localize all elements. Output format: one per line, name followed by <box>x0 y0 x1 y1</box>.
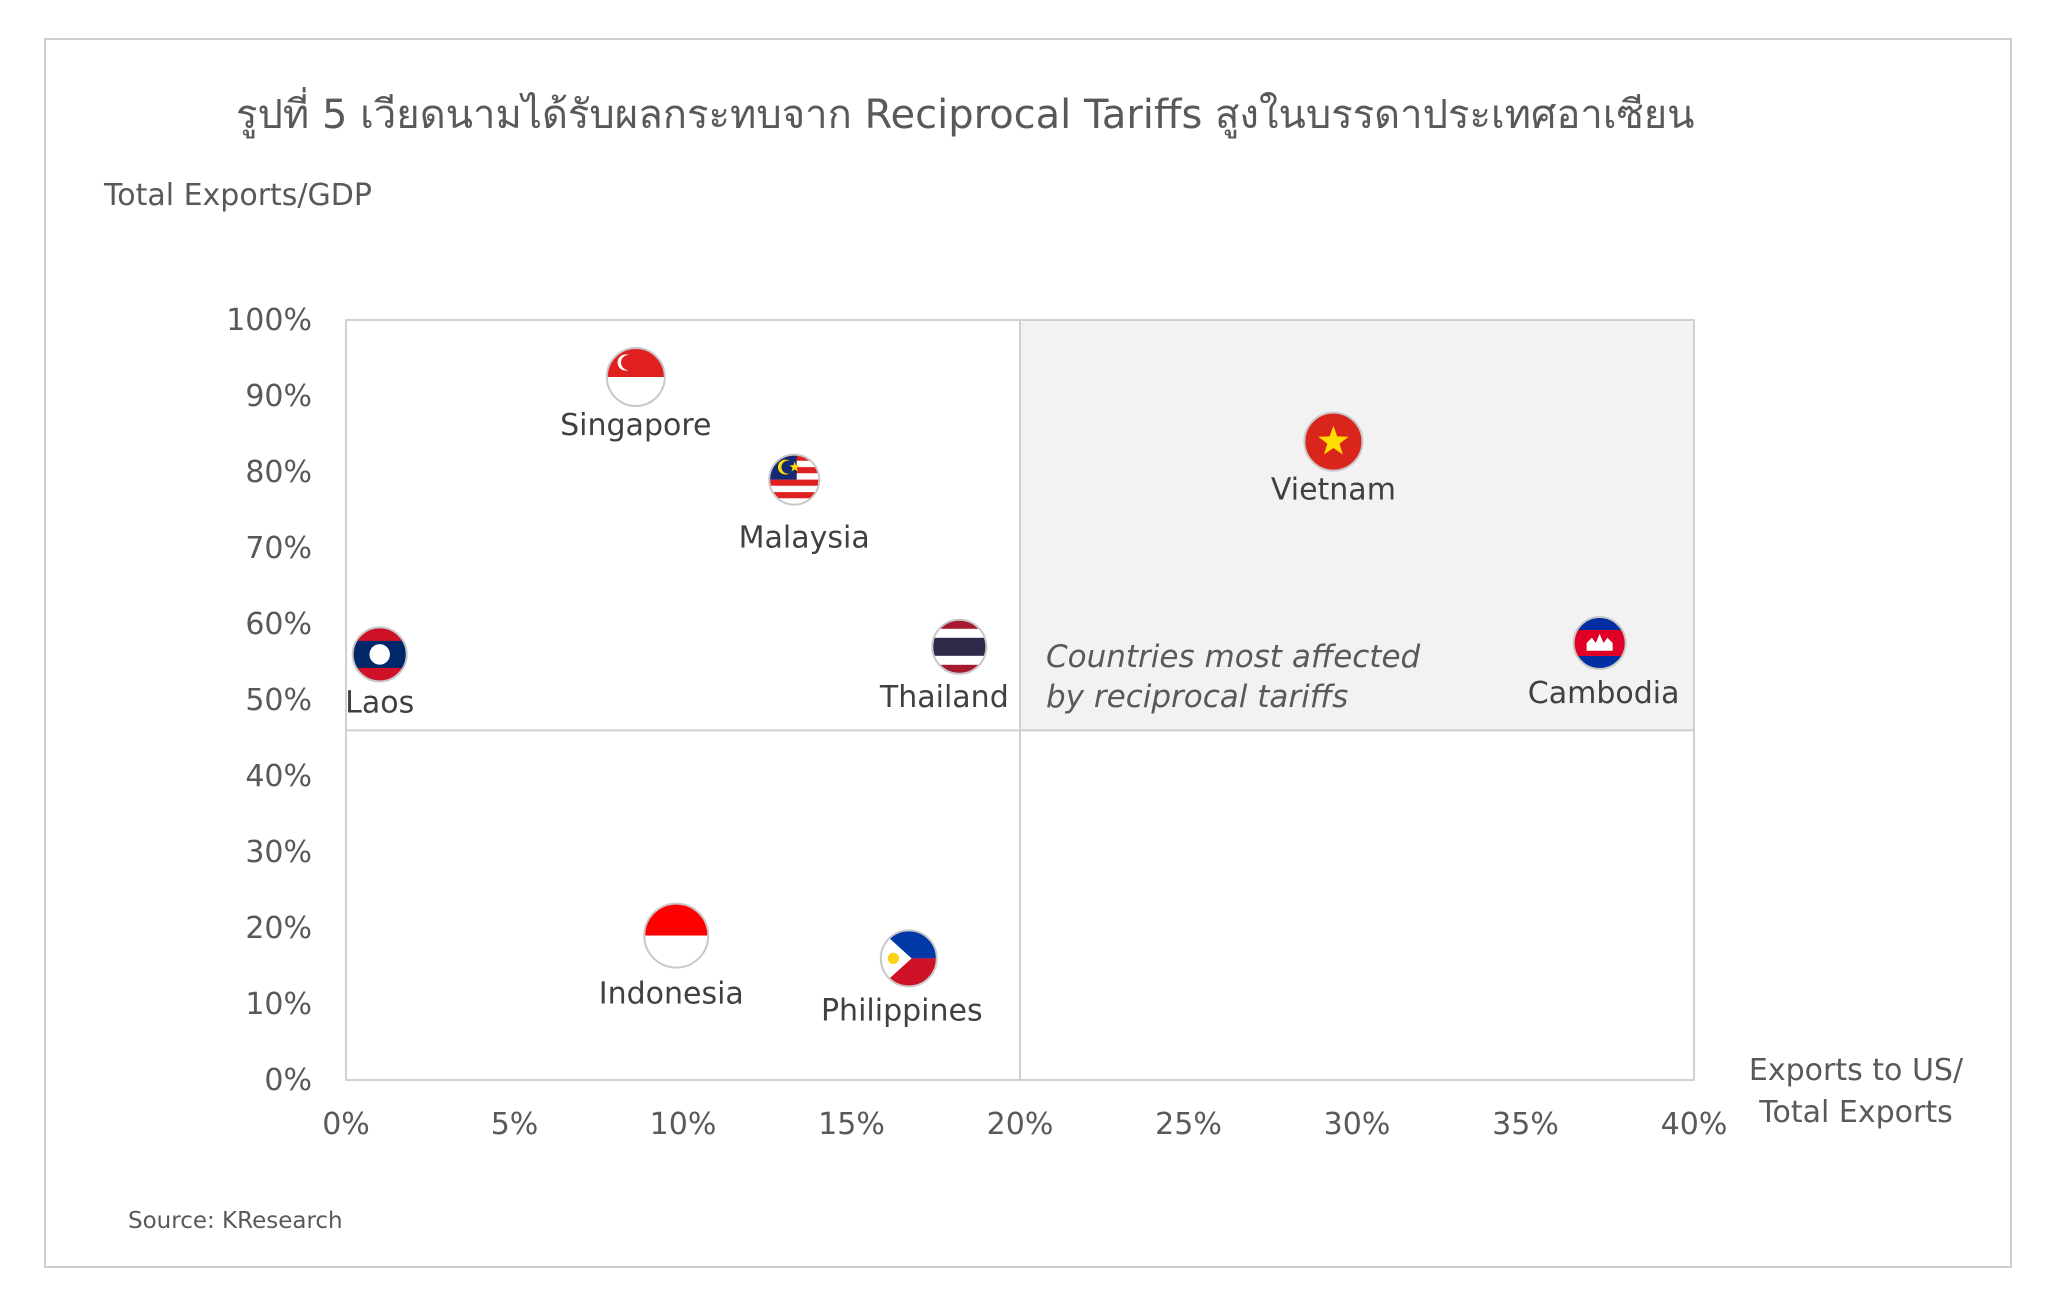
philippines-flag-icon <box>879 929 938 988</box>
thailand-flag-icon <box>931 618 988 675</box>
x-tick-label: 20% <box>987 1107 1054 1142</box>
cambodia-flag-icon <box>1572 616 1627 670</box>
y-tick-label: 40% <box>245 759 312 794</box>
x-axis-title-line: Exports to US/ <box>1749 1053 1964 1088</box>
x-tick-label: 0% <box>322 1107 370 1142</box>
y-tick-label: 60% <box>245 607 312 642</box>
x-tick-label: 10% <box>650 1107 717 1142</box>
y-tick-label: 100% <box>226 303 312 338</box>
y-tick-label: 30% <box>245 835 312 870</box>
point-label: Cambodia <box>1528 676 1680 711</box>
point-label: Thailand <box>879 680 1009 715</box>
x-tick-label: 40% <box>1661 1107 1728 1142</box>
x-tick-label: 25% <box>1155 1107 1222 1142</box>
x-tick-label: 15% <box>818 1107 885 1142</box>
point-label: Philippines <box>821 993 983 1028</box>
y-tick-label: 10% <box>245 987 312 1022</box>
x-tick-label: 35% <box>1492 1107 1559 1142</box>
source-note: Source: KResearch <box>128 1208 343 1234</box>
point-label: Malaysia <box>739 521 870 556</box>
malaysia-flag-icon <box>768 453 821 506</box>
x-tick-label: 5% <box>491 1107 539 1142</box>
y-axis-title: Total Exports/GDP <box>103 178 372 213</box>
point-label: Vietnam <box>1271 473 1396 508</box>
x-tick-label: 30% <box>1324 1107 1391 1142</box>
y-tick-label: 50% <box>245 683 312 718</box>
y-tick-label: 70% <box>245 531 312 566</box>
point-label: Laos <box>345 685 414 720</box>
y-tick-label: 90% <box>245 379 312 414</box>
plot-area: 0% 10% 20% 30% 40% 50% 60% 70% 80% 90% 100% 0% 5% 10%… <box>226 303 1727 1142</box>
y-tick-label: 20% <box>245 911 312 946</box>
chart-canvas: รูปที่ 5 เวียดนามได้รับผลกระทบจาก Recipr… <box>103 87 1964 1234</box>
indonesia-flag-icon <box>643 902 710 969</box>
y-tick-label: 80% <box>245 455 312 490</box>
point-label: Singapore <box>560 408 711 443</box>
x-axis-title-line: Total Exports <box>1758 1095 1952 1130</box>
singapore-flag-icon <box>605 347 666 407</box>
affected-annotation-line: by reciprocal tariffs <box>1046 679 1348 715</box>
vietnam-flag-icon <box>1303 411 1364 472</box>
laos-flag-icon <box>351 626 408 683</box>
affected-annotation-line: Countries most affected <box>1046 639 1421 675</box>
chart-frame: รูปที่ 5 เวียดนามได้รับผลกระทบจาก Recipr… <box>44 38 2012 1268</box>
y-tick-label: 0% <box>264 1063 312 1098</box>
point-label: Indonesia <box>599 977 744 1012</box>
x-axis-title: Exports to US/Total Exports <box>1749 1053 1964 1130</box>
chart-title: รูปที่ 5 เวียดนามได้รับผลกระทบจาก Recipr… <box>236 87 1695 138</box>
